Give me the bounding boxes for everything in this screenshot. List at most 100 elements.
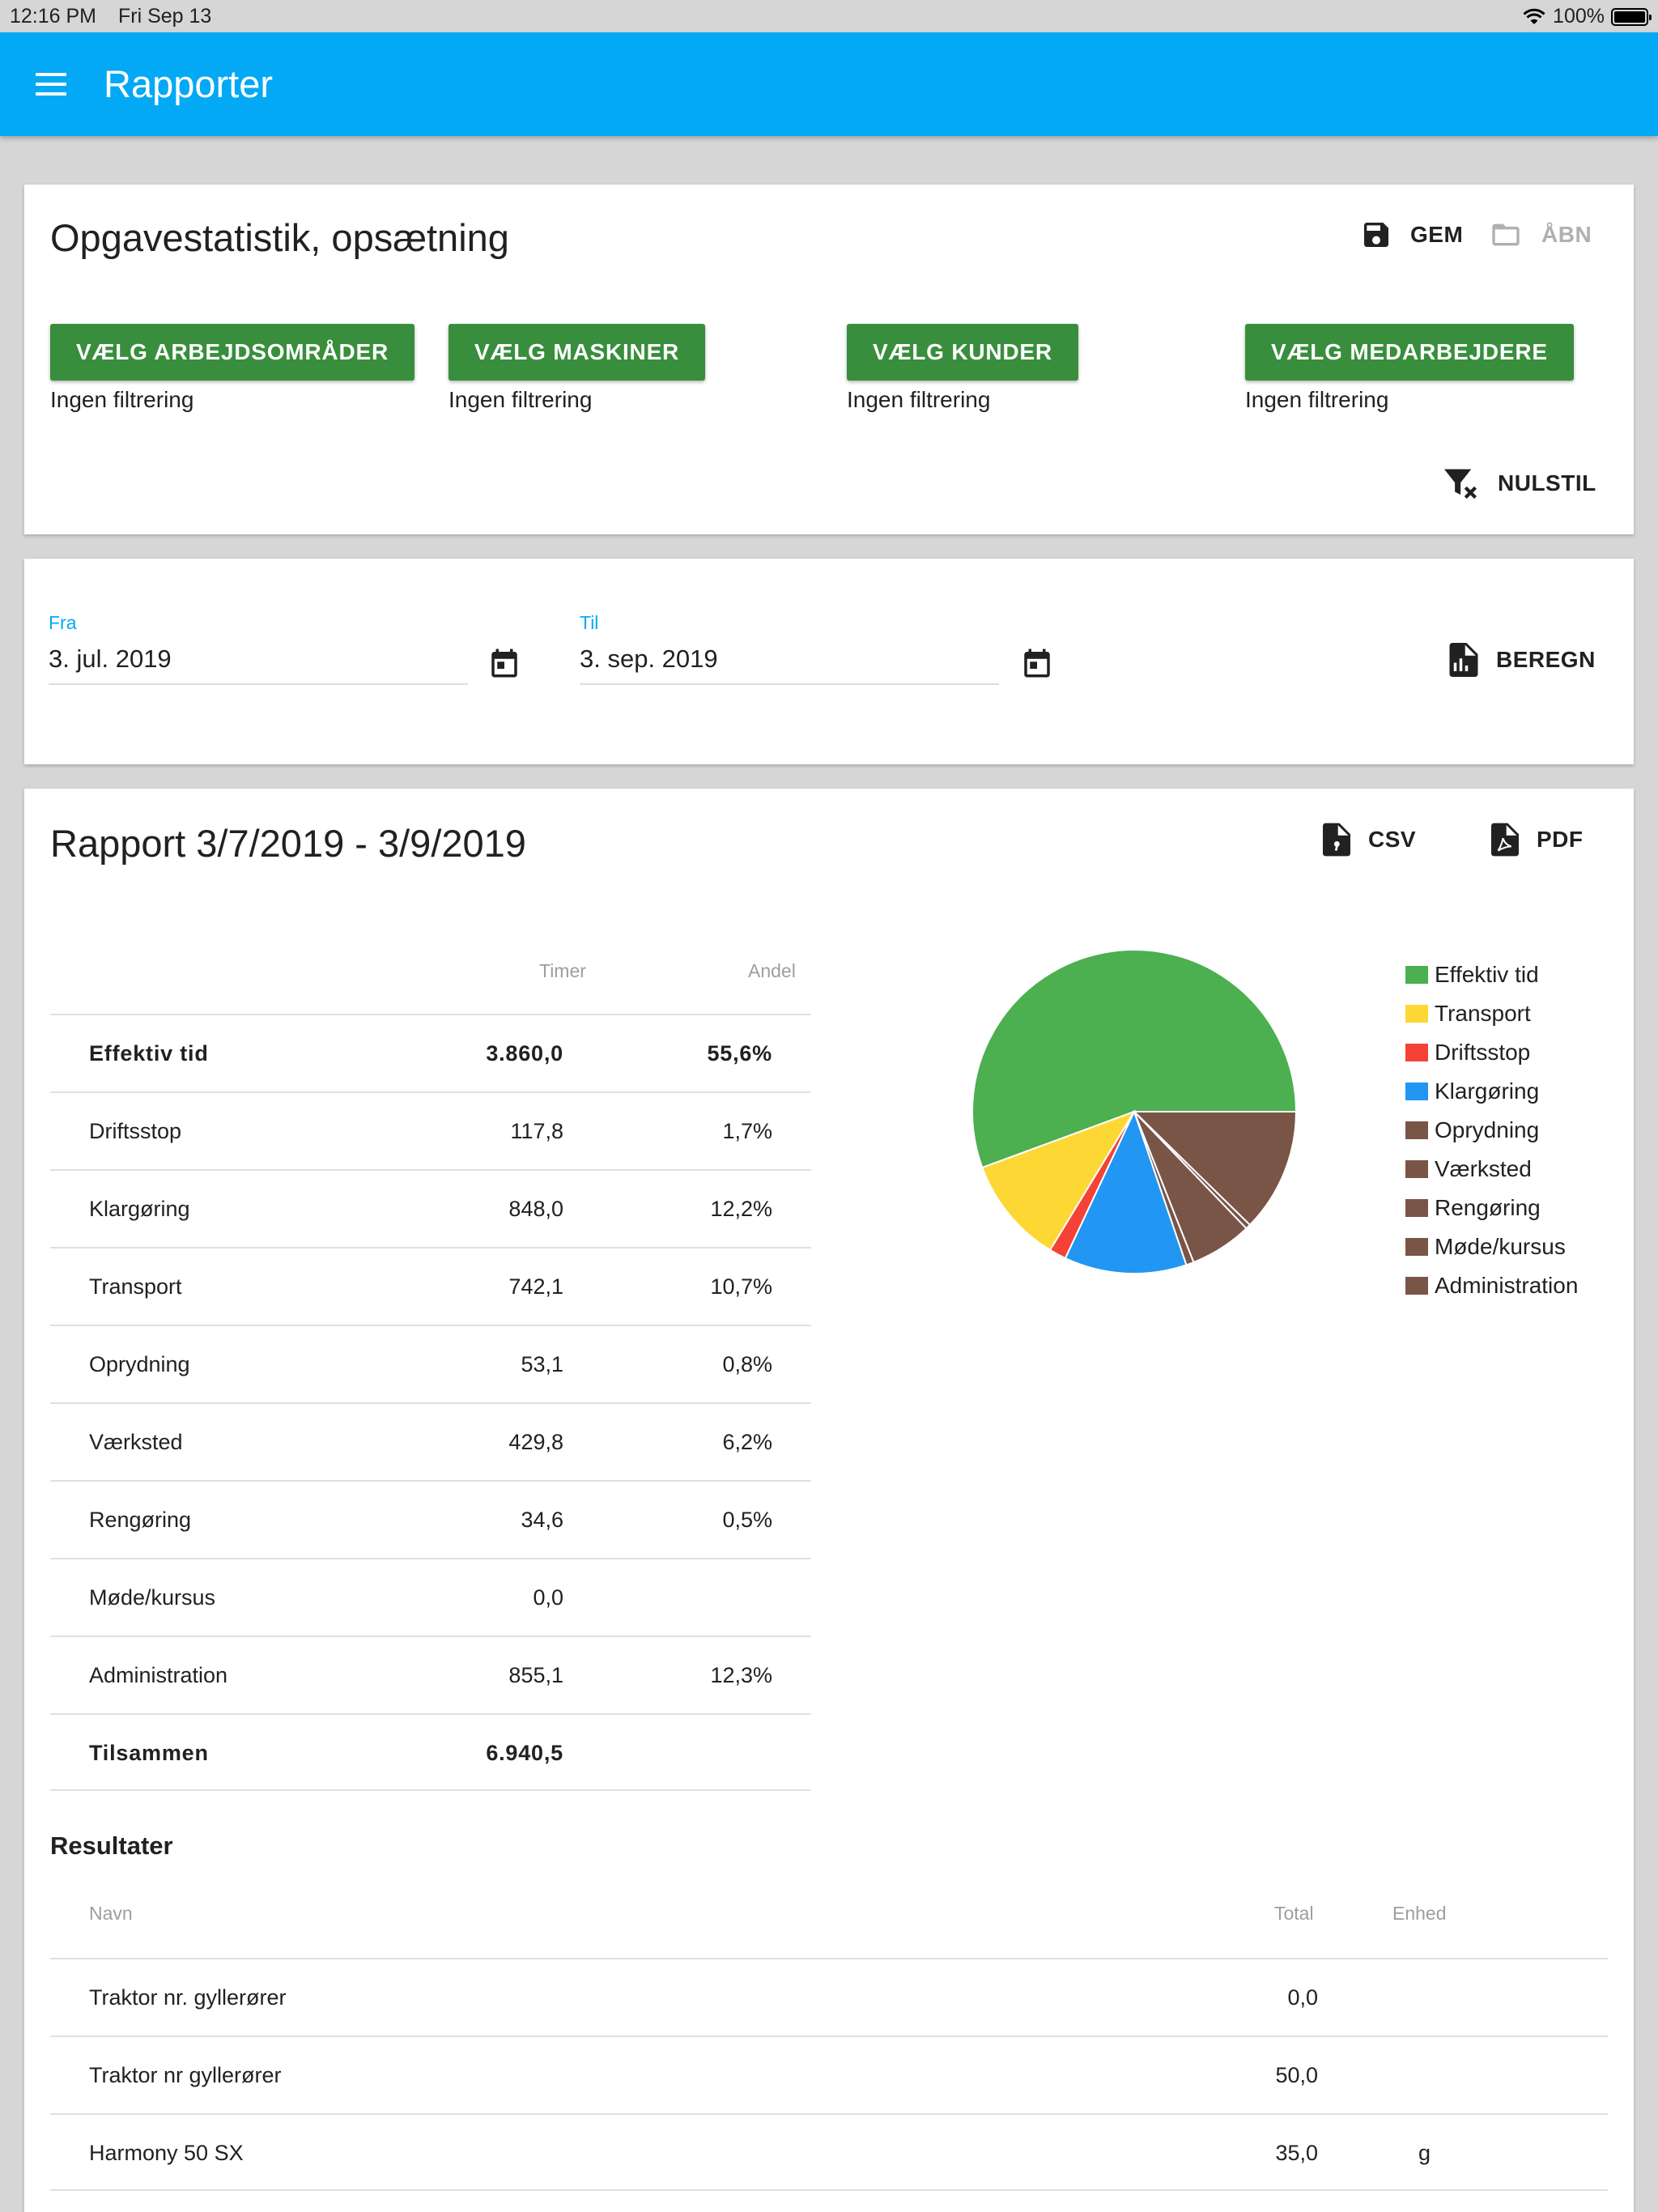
row-share: 12,2% [710, 1197, 772, 1221]
results-title: Resultater [50, 1831, 173, 1860]
row-share: 0,8% [722, 1352, 772, 1376]
legend-item: Klargøring [1405, 1072, 1578, 1111]
table-row: Transport 742,1 10,7% [50, 1247, 811, 1325]
battery-icon [1611, 7, 1652, 26]
row-name: Oprydning [89, 1352, 190, 1376]
app-bar: Rapporter [0, 32, 1658, 136]
pie-slice-8 [1132, 1111, 1298, 1227]
table-row: Administration 855,1 12,3% [50, 1636, 811, 1713]
row-hours: 34,6 [521, 1508, 563, 1532]
save-label: GEM [1410, 222, 1464, 247]
folder-open-icon [1492, 223, 1520, 246]
result-unit: g [1418, 2141, 1431, 2165]
machines-filter-status: Ingen filtrering [449, 387, 593, 412]
col-unit-header: Enhed [1392, 1903, 1447, 1924]
calculate-button[interactable]: BEREGN [1449, 643, 1596, 677]
pie-slice-3 [1064, 1109, 1188, 1274]
row-name: Klargøring [89, 1197, 190, 1221]
calendar-icon[interactable] [1020, 646, 1054, 680]
pdf-label: PDF [1537, 827, 1584, 852]
row-share: 55,6% [707, 1041, 772, 1066]
reset-button[interactable]: NULSTIL [1443, 466, 1596, 500]
legend-label: Oprydning [1435, 1117, 1540, 1142]
select-employees-button[interactable]: VÆLG MEDARBEJDERE [1245, 324, 1574, 381]
row-name: Transport [89, 1274, 182, 1299]
from-date-label: Fra [49, 612, 77, 633]
legend-swatch [1405, 966, 1428, 984]
wifi-icon [1523, 8, 1545, 24]
legend-swatch [1405, 1083, 1428, 1100]
pdf-button[interactable]: PDF [1491, 823, 1584, 857]
calculate-label: BEREGN [1496, 647, 1596, 672]
legend-item: Effektiv tid [1405, 955, 1578, 994]
csv-button[interactable]: CSV [1323, 823, 1416, 857]
open-label: ÅBN [1541, 222, 1592, 247]
row-share: 10,7% [710, 1274, 772, 1299]
result-total: 35,0 [1275, 2141, 1318, 2165]
legend-swatch [1405, 1199, 1428, 1217]
select-machines-button[interactable]: VÆLG MASKINER [449, 324, 706, 381]
row-name: Møde/kursus [89, 1585, 216, 1610]
legend-item: Administration [1405, 1266, 1578, 1305]
legend-label: Værksted [1435, 1156, 1532, 1181]
legend-item: Værksted [1405, 1150, 1578, 1189]
save-button[interactable]: GEM [1360, 219, 1463, 251]
row-name: Værksted [89, 1430, 183, 1454]
setup-title: Opgavestatistik, opsætning [50, 216, 509, 259]
pdf-file-icon [1491, 823, 1519, 857]
row-hours: 0,0 [533, 1585, 563, 1610]
setup-card: Opgavestatistik, opsætning GEM ÅBN VÆLG … [24, 185, 1634, 534]
legend-label: Rengøring [1435, 1195, 1541, 1220]
row-hours: 117,8 [510, 1119, 563, 1143]
table-row: Rengøring 34,6 0,5% [50, 1480, 811, 1558]
csv-label: CSV [1368, 827, 1417, 852]
result-name: Traktor nr. gyllerører [89, 1985, 287, 2010]
select-customers-button[interactable]: VÆLG KUNDER [847, 324, 1078, 381]
legend-swatch [1405, 1238, 1428, 1256]
open-button[interactable]: ÅBN [1488, 219, 1592, 251]
work-areas-filter-status: Ingen filtrering [50, 387, 194, 412]
table-row: Driftsstop 117,8 1,7% [50, 1091, 811, 1169]
calendar-icon[interactable] [487, 646, 521, 680]
row-name: Effektiv tid [89, 1041, 209, 1066]
results-row: Traktor nr. gyllerører 0,0 [50, 1958, 1608, 2035]
status-bar: 12:16 PM Fri Sep 13 100% [0, 0, 1658, 32]
from-date-field[interactable]: 3. jul. 2019 [49, 644, 172, 673]
to-date-field[interactable]: 3. sep. 2019 [580, 644, 718, 673]
row-name: Driftsstop [89, 1119, 182, 1143]
pie-slice-1 [981, 1110, 1137, 1252]
row-name: Tilsammen [89, 1741, 209, 1765]
legend-item: Transport [1405, 994, 1578, 1033]
legend-item: Møde/kursus [1405, 1227, 1578, 1266]
legend-label: Driftsstop [1435, 1040, 1531, 1065]
row-name: Administration [89, 1663, 228, 1687]
legend-label: Administration [1435, 1273, 1579, 1298]
filter-remove-icon [1444, 469, 1477, 499]
status-time: 12:16 PM [10, 5, 97, 28]
table-total-row: Tilsammen 6.940,5 [50, 1713, 811, 1791]
table-row: Klargøring 848,0 12,2% [50, 1169, 811, 1247]
results-row: Traktor nr gyllerører 50,0 [50, 2035, 1608, 2113]
legend-item: Oprydning [1405, 1111, 1578, 1150]
legend-swatch [1405, 1005, 1428, 1023]
employees-filter-status: Ingen filtrering [1245, 387, 1389, 412]
legend-label: Møde/kursus [1435, 1234, 1566, 1259]
reset-label: NULSTIL [1498, 470, 1596, 496]
table-row: Effektiv tid 3.860,0 55,6% [50, 1014, 811, 1091]
chart-legend: Effektiv tid Transport Driftsstop Klargørin… [1405, 955, 1578, 1305]
row-share: 6,2% [722, 1430, 772, 1454]
col-name-header: Navn [89, 1903, 133, 1924]
col-share-header: Andel [748, 960, 796, 981]
table-row: Møde/kursus 0,0 [50, 1558, 811, 1636]
legend-item: Driftsstop [1405, 1033, 1578, 1072]
customers-filter-status: Ingen filtrering [847, 387, 991, 412]
from-date-underline [49, 683, 468, 685]
pie-chart [971, 949, 1298, 1274]
csv-file-icon [1323, 823, 1350, 857]
date-range-card: Fra 3. jul. 2019 Til 3. sep. 2019 BEREGN [24, 559, 1634, 764]
result-name: Harmony 50 SX [89, 2141, 244, 2165]
menu-icon[interactable] [36, 73, 66, 96]
legend-swatch [1405, 1121, 1428, 1139]
row-share: 1,7% [722, 1119, 772, 1143]
select-work-areas-button[interactable]: VÆLG ARBEJDSOMRÅDER [50, 324, 414, 381]
